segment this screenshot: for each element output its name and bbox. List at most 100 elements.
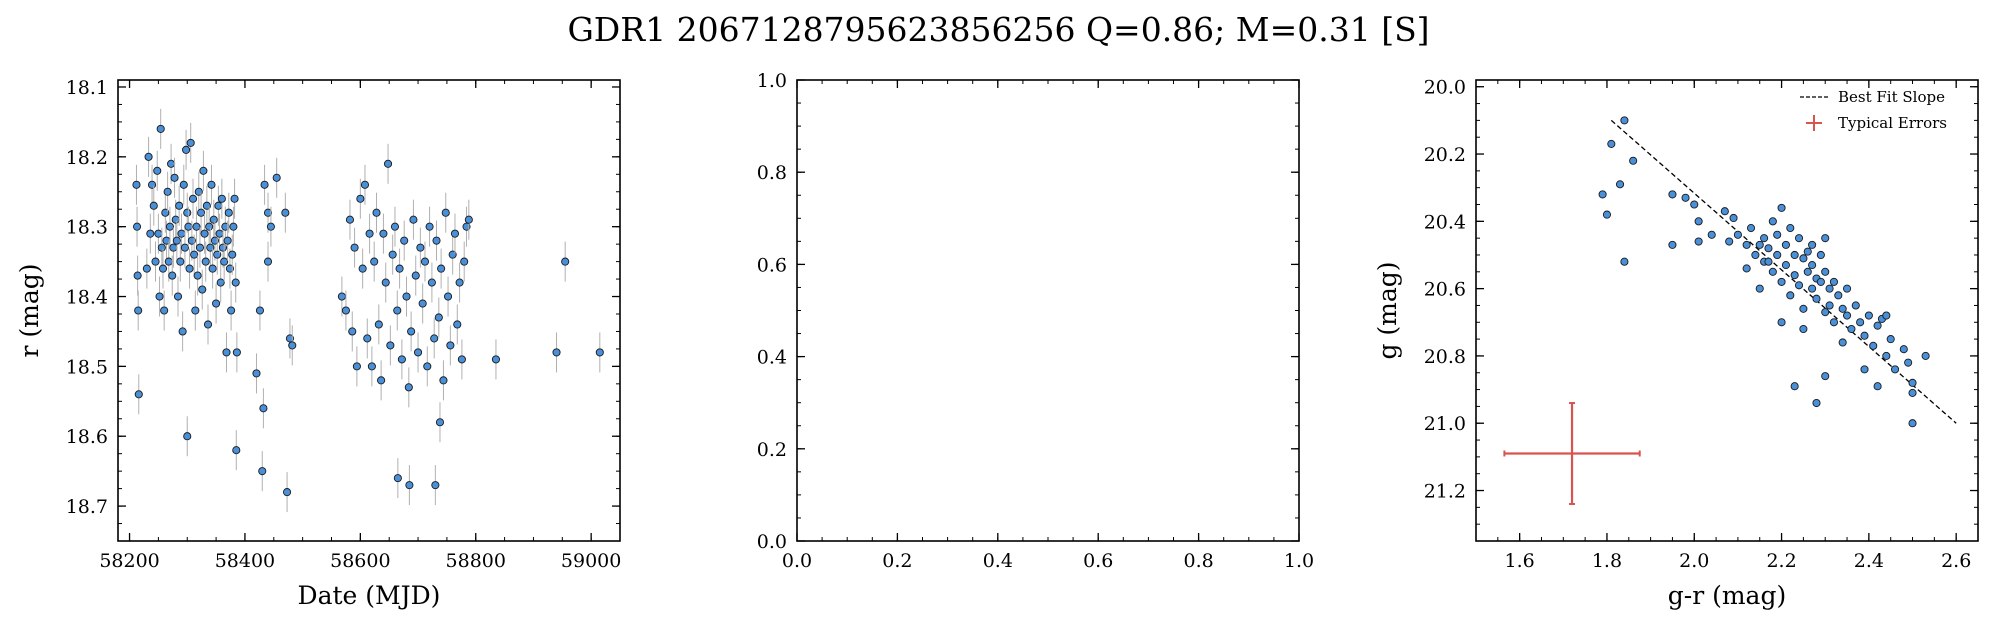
data-point bbox=[266, 222, 275, 231]
data-point bbox=[223, 236, 232, 245]
data-point bbox=[1777, 277, 1786, 286]
y-tick-label: 21.2 bbox=[1424, 481, 1466, 503]
y-tick-label: 0.4 bbox=[757, 347, 787, 369]
data-point bbox=[595, 348, 604, 357]
y-tick-label: 0.6 bbox=[757, 254, 787, 276]
data-point bbox=[1602, 210, 1612, 219]
data-point bbox=[1733, 230, 1742, 239]
legend-label: Best Fit Slope bbox=[1838, 88, 1945, 106]
x-tick-label: 1.8 bbox=[1592, 550, 1622, 572]
data-point bbox=[283, 488, 292, 497]
y-tick-label: 20.4 bbox=[1424, 211, 1466, 233]
data-point bbox=[255, 306, 264, 315]
data-point bbox=[1790, 382, 1799, 391]
data-point bbox=[1808, 261, 1817, 270]
data-point bbox=[390, 222, 400, 231]
data-point bbox=[190, 250, 199, 259]
data-point bbox=[370, 257, 379, 266]
data-point bbox=[1812, 398, 1821, 408]
data-point bbox=[168, 271, 177, 280]
data-point bbox=[198, 285, 207, 294]
data-point bbox=[232, 446, 241, 455]
data-point bbox=[158, 264, 168, 273]
y-tick-label: 18.4 bbox=[66, 287, 108, 309]
data-point bbox=[1821, 234, 1830, 243]
data-point bbox=[132, 180, 141, 189]
data-point bbox=[160, 306, 169, 315]
data-point bbox=[1816, 277, 1825, 286]
data-point bbox=[365, 229, 374, 238]
data-point bbox=[374, 320, 383, 329]
data-point bbox=[423, 362, 432, 371]
data-point bbox=[372, 208, 381, 217]
data-point bbox=[363, 334, 372, 343]
data-point bbox=[151, 257, 160, 266]
data-point bbox=[1856, 318, 1865, 327]
data-point bbox=[1694, 237, 1703, 246]
data-point bbox=[1694, 217, 1703, 226]
data-point bbox=[1751, 250, 1760, 260]
data-point bbox=[207, 180, 216, 189]
data-point bbox=[230, 194, 239, 203]
data-point bbox=[1842, 284, 1852, 293]
data-point bbox=[1773, 230, 1782, 239]
data-point bbox=[1725, 237, 1734, 246]
data-point bbox=[186, 138, 195, 147]
data-point bbox=[272, 173, 281, 182]
data-point bbox=[209, 215, 218, 224]
data-point bbox=[281, 208, 290, 217]
data-point bbox=[377, 376, 386, 385]
data-point bbox=[144, 152, 153, 161]
data-point bbox=[1869, 341, 1878, 350]
data-point bbox=[425, 222, 434, 231]
data-point bbox=[1598, 190, 1607, 199]
x-tick-label: 2.2 bbox=[1766, 550, 1796, 572]
data-point bbox=[156, 124, 165, 133]
data-point bbox=[402, 292, 411, 301]
data-point bbox=[1860, 365, 1869, 374]
data-point bbox=[1808, 284, 1817, 293]
data-point bbox=[416, 243, 425, 252]
data-point bbox=[356, 194, 365, 203]
x-tick-label: 2.4 bbox=[1854, 550, 1884, 572]
data-point bbox=[1777, 203, 1786, 212]
data-point bbox=[345, 215, 355, 224]
data-point bbox=[1690, 200, 1699, 209]
data-point bbox=[216, 278, 225, 287]
data-point bbox=[381, 278, 390, 287]
data-point bbox=[1742, 264, 1751, 273]
y-tick-label: 18.7 bbox=[66, 496, 108, 518]
y-tick-label: 18.2 bbox=[66, 147, 108, 169]
data-point bbox=[462, 222, 471, 231]
x-tick-label: 0.2 bbox=[882, 550, 912, 572]
data-point bbox=[1746, 224, 1756, 233]
data-point bbox=[142, 264, 151, 273]
data-point bbox=[259, 404, 268, 413]
data-point bbox=[201, 257, 210, 266]
data-point bbox=[430, 334, 439, 343]
data-point bbox=[388, 250, 397, 259]
x-axis-label: g-r (mag) bbox=[1668, 581, 1786, 610]
data-point bbox=[1768, 217, 1777, 226]
data-point bbox=[192, 222, 201, 231]
data-point bbox=[1860, 331, 1869, 340]
data-point bbox=[1794, 281, 1804, 290]
data-point bbox=[1799, 324, 1808, 334]
data-point bbox=[337, 292, 346, 301]
plot-frame bbox=[117, 79, 621, 542]
data-point bbox=[1873, 382, 1882, 391]
data-point bbox=[1760, 234, 1769, 243]
data-point bbox=[413, 348, 423, 357]
data-point bbox=[1829, 318, 1838, 327]
legend-label: Typical Errors bbox=[1838, 114, 1947, 132]
y-tick-label: 18.3 bbox=[66, 217, 108, 239]
y-tick-label: 21.0 bbox=[1424, 413, 1466, 435]
data-point bbox=[460, 257, 469, 266]
data-point bbox=[1808, 240, 1817, 249]
data-point bbox=[194, 187, 203, 196]
data-point bbox=[183, 432, 192, 441]
data-point bbox=[1825, 284, 1834, 293]
data-point bbox=[1681, 193, 1690, 202]
data-point bbox=[439, 376, 448, 385]
